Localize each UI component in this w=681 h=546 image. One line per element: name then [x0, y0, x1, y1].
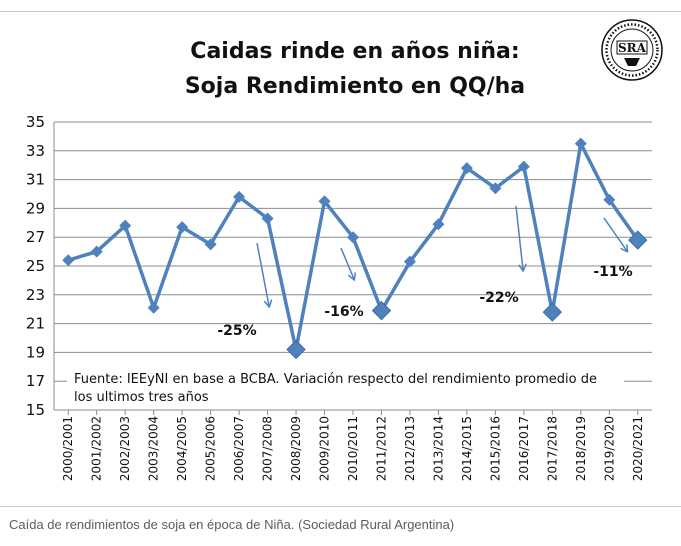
point-2015-2016 — [489, 182, 502, 195]
logo-banner — [616, 40, 648, 55]
x-tick-label-2002-2003: 2002/2003 — [118, 416, 132, 481]
x-tick-label-2020-2021: 2020/2021 — [631, 416, 645, 481]
point-2010-2011 — [347, 231, 359, 244]
point-2007-2008 — [261, 212, 274, 225]
x-tick-label-2006-2007: 2006/2007 — [232, 416, 246, 481]
arrow-2007-2009 — [256, 242, 269, 306]
point-2009-2010 — [318, 195, 331, 208]
x-tick-label-2013-2014: 2013/2014 — [431, 416, 445, 481]
point-2012-2013 — [403, 255, 416, 268]
x-tick-label-2007-2008: 2007/2008 — [261, 416, 275, 481]
chart-title-line-1: Caidas rinde en años niña: — [190, 39, 519, 64]
x-tick-label-2009-2010: 2009/2010 — [318, 416, 332, 481]
y-tick-label: 25 — [26, 257, 45, 275]
y-tick-label: 19 — [26, 343, 45, 361]
x-axis-ticks: 2000/2001 2001/2002 2002/2003 2003/2004 2004… — [61, 410, 645, 481]
x-tick-label-2004-2005: 2004/2005 — [175, 416, 189, 481]
point-2003-2004 — [147, 301, 160, 314]
sra-logo: SRA — [601, 19, 663, 81]
point-2013-2014 — [432, 218, 445, 231]
point-2005-2006 — [204, 238, 217, 251]
y-tick-label: 33 — [26, 142, 45, 160]
x-tick-label-2018-2019: 2018/2019 — [574, 416, 588, 481]
y-tick-label: 15 — [26, 401, 45, 419]
x-tick-label-2017-2018: 2017/2018 — [545, 416, 559, 481]
arrow-2016-2017 — [515, 205, 523, 270]
note-background — [67, 366, 624, 408]
y-axis-ticks: 15 17 19 21 23 25 27 29 31 33 35 — [26, 113, 45, 419]
point-2018-2019 — [574, 137, 587, 150]
point-2020-2021 — [628, 230, 648, 250]
x-tick-label-2014-2015: 2014/2015 — [460, 416, 474, 481]
x-tick-label-2010-2011: 2010/2011 — [346, 416, 360, 481]
figure-caption: Caída de rendimientos de soja en época d… — [9, 517, 455, 532]
point-2017-2018 — [542, 302, 563, 322]
chart-title-line-2: Soja Rendimiento en QQ/ha — [185, 74, 525, 99]
top-divider — [0, 11, 681, 12]
point-2008-2009 — [286, 339, 306, 360]
y-tick-label: 17 — [26, 372, 45, 390]
y-tick-label: 31 — [26, 171, 45, 189]
y-tick-label: 23 — [26, 286, 45, 304]
source-note-line-2: los ultimos tres años — [74, 390, 209, 405]
point-2002-2003 — [119, 219, 132, 232]
logo-inner-ring — [610, 28, 654, 72]
x-tick-label-2019-2020: 2019/2020 — [602, 416, 616, 481]
x-tick-label-2008-2009: 2008/2009 — [289, 416, 303, 481]
annotation-minus-22: -22% — [479, 290, 518, 306]
logo-emblem — [624, 58, 640, 66]
x-tick-label-2000-2001: 2000/2001 — [61, 416, 75, 481]
source-note-line-1: Fuente: IEEyNI en base a BCBA. Variación… — [74, 372, 597, 387]
x-tick-label-2012-2013: 2012/2013 — [403, 416, 417, 481]
y-tick-label: 21 — [26, 315, 45, 333]
annotation-minus-25: -25% — [217, 323, 256, 339]
point-2014-2015 — [460, 162, 473, 175]
point-2019-2020 — [603, 193, 616, 206]
y-tick-label: 27 — [26, 228, 45, 246]
point-2006-2007 — [233, 190, 246, 203]
arrow-2010-2011 — [340, 247, 354, 279]
y-tick-label: 29 — [26, 199, 45, 217]
annotation-minus-11: -11% — [593, 264, 632, 280]
series-soja-rendimiento — [62, 137, 648, 360]
annotation-minus-16: -16% — [324, 304, 363, 320]
x-tick-label-2005-2006: 2005/2006 — [204, 416, 218, 481]
logo-text: SRA — [618, 41, 647, 55]
annotation-arrows — [256, 205, 627, 306]
point-2004-2005 — [176, 221, 189, 234]
bottom-divider — [0, 506, 681, 507]
point-2016-2017 — [517, 160, 530, 173]
y-tick-label: 35 — [26, 113, 45, 131]
logo-lettering-band — [605, 23, 659, 77]
x-tick-label-2016-2017: 2016/2017 — [517, 416, 531, 481]
x-tick-label-2015-2016: 2015/2016 — [488, 416, 502, 481]
x-tick-label-2003-2004: 2003/2004 — [147, 416, 161, 481]
point-2001-2002 — [90, 245, 103, 258]
yield-chart: Caidas rinde en años niña: Soja Rendimie… — [26, 19, 663, 481]
point-2011-2012 — [371, 300, 392, 321]
x-tick-label-2001-2002: 2001/2002 — [90, 416, 104, 481]
arrow-2019-2021 — [603, 217, 627, 251]
x-tick-label-2011-2012: 2011/2012 — [374, 416, 388, 481]
point-2000-2001 — [62, 254, 75, 267]
